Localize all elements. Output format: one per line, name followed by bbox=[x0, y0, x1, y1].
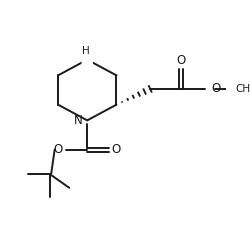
Text: O: O bbox=[212, 82, 221, 95]
Text: N: N bbox=[74, 114, 82, 127]
Text: O: O bbox=[176, 54, 185, 67]
Text: CH₃: CH₃ bbox=[235, 84, 250, 94]
Text: N: N bbox=[83, 53, 92, 66]
Text: O: O bbox=[54, 143, 63, 156]
Text: O: O bbox=[112, 143, 121, 156]
Text: H: H bbox=[82, 46, 89, 56]
